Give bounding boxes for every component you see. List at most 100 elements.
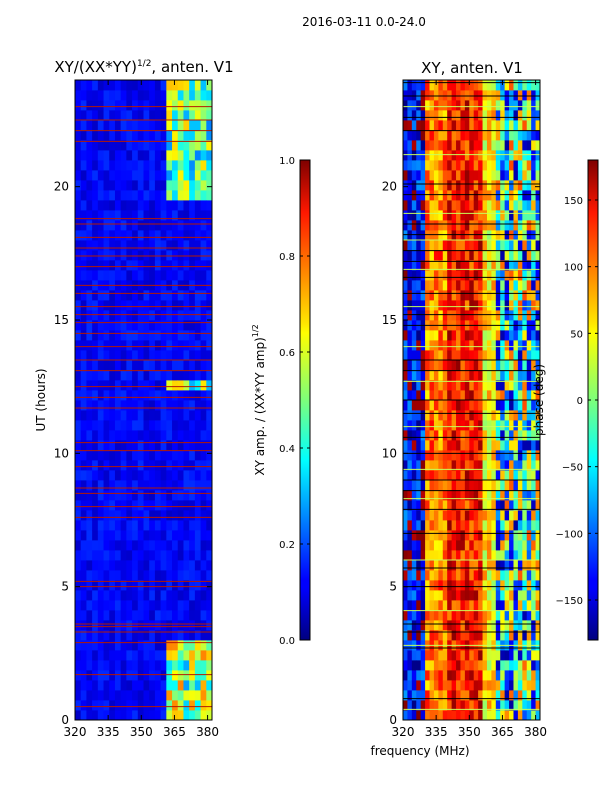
amplitude-cell [75, 390, 82, 401]
phase-cell [478, 110, 483, 121]
amplitude-cell [114, 570, 122, 581]
amplitude-cell [160, 90, 167, 101]
amplitude-cell [149, 590, 156, 601]
phase-cell [482, 140, 488, 151]
phase-cell [517, 270, 523, 281]
phase-cell [531, 480, 536, 491]
phase-cell [460, 340, 466, 351]
phase-cell [535, 370, 541, 381]
phase-cell [456, 220, 461, 231]
phase-cell [442, 80, 448, 91]
phase-cell [411, 390, 417, 401]
amplitude-cell [149, 500, 156, 511]
phase-cell [482, 510, 488, 521]
amplitude-cell [103, 400, 110, 411]
amplitude-cell [166, 350, 173, 361]
phase-cell [420, 620, 426, 631]
phase-cell [456, 250, 461, 261]
amplitude-cell [166, 130, 173, 141]
amplitude-cell [200, 360, 207, 371]
amplitude-cell [114, 110, 122, 121]
amplitude-cell [103, 500, 110, 511]
phase-cell [442, 150, 448, 161]
amplitude-cell [137, 470, 144, 481]
amplitude-cell [97, 550, 104, 561]
amplitude-cell [126, 180, 133, 191]
phase-cell [425, 490, 430, 501]
amplitude-cell [137, 680, 144, 691]
amplitude-cell [137, 500, 144, 511]
phase-cell [500, 480, 506, 491]
phase-cell [526, 390, 532, 401]
phase-cell [425, 560, 430, 571]
amplitude-cell [143, 160, 150, 171]
amplitude-cell [132, 90, 139, 101]
phase-cell [526, 260, 532, 271]
amplitude-cell [80, 680, 87, 691]
phase-cell [526, 440, 532, 451]
amplitude-cell [166, 530, 173, 541]
phase-cell [447, 260, 453, 271]
amplitude-cell [206, 510, 213, 521]
phase-cell [460, 190, 466, 201]
phase-cell [509, 220, 514, 231]
phase-cell [433, 410, 439, 421]
amplitude-cell [160, 490, 167, 501]
phase-cell [522, 300, 528, 311]
amplitude-cell [114, 550, 122, 561]
amplitude-cell [143, 540, 150, 551]
amplitude-cell [109, 200, 116, 211]
amplitude-cell [92, 260, 99, 271]
amplitude-cell [172, 320, 179, 331]
amplitude-cell [172, 80, 179, 91]
amplitude-cell [206, 170, 213, 181]
amplitude-cell [166, 520, 173, 531]
phase-cell [526, 550, 532, 561]
phase-cell [438, 450, 444, 461]
phase-cell [433, 330, 439, 341]
phase-cell [407, 260, 413, 271]
amplitude-cell [149, 570, 156, 581]
phase-cell [451, 600, 457, 611]
phase-cell [416, 580, 422, 591]
amplitude-cell [194, 590, 201, 601]
phase-cell [535, 580, 541, 591]
phase-cell [535, 560, 541, 571]
phase-cell [438, 460, 444, 471]
phase-cell [526, 660, 532, 671]
phase-cell [403, 540, 408, 551]
phase-cell [486, 240, 492, 251]
phase-cell [433, 550, 439, 561]
phase-cell [531, 290, 536, 301]
amplitude-cell [149, 520, 156, 531]
amplitude-cell [177, 310, 184, 321]
phase-cell [473, 250, 479, 261]
amplitude-cell [114, 390, 122, 401]
amplitude-cell [75, 700, 82, 711]
amplitude-cell [177, 680, 184, 691]
amplitude-cell [114, 360, 122, 371]
amplitude-cell [154, 320, 162, 331]
phase-cell [473, 260, 479, 271]
amplitude-cell [103, 550, 110, 561]
amplitude-cell [137, 200, 144, 211]
phase-cell [535, 150, 541, 161]
phase-cell [482, 430, 488, 441]
amplitude-cell [120, 200, 127, 211]
phase-cell [478, 140, 483, 151]
amplitude-cell [137, 270, 144, 281]
amplitude-cell [154, 180, 162, 191]
phase-cell [504, 520, 510, 531]
phase-cell [517, 80, 523, 91]
phase-cell [460, 450, 466, 461]
amplitude-cell [103, 100, 110, 111]
amplitude-cell [183, 710, 190, 721]
phase-cell [531, 140, 536, 151]
phase-cell [433, 340, 439, 351]
amplitude-cell [206, 530, 213, 541]
phase-cell [456, 90, 461, 101]
amplitude-cell [126, 430, 133, 441]
phase-cell [509, 460, 514, 471]
amplitude-cell [194, 140, 201, 151]
phase-cell [500, 280, 506, 291]
